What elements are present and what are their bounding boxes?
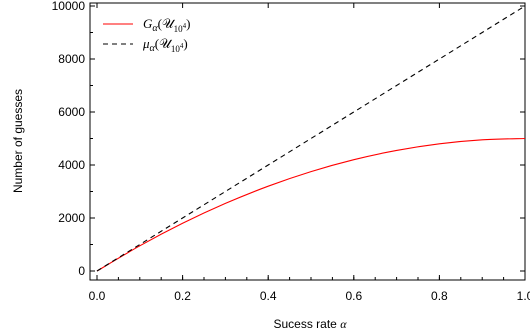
legend-label-0: Gα(𝒰104) [143, 16, 191, 34]
plot-frame [89, 2, 526, 281]
legend-close: ) [183, 36, 187, 51]
y-axis: 0 2000 4000 6000 8000 10000 [52, 0, 525, 278]
y-tick-label: 2000 [58, 211, 85, 225]
legend-close: ) [186, 16, 190, 31]
legend-arg-subscript: 10 [174, 24, 184, 34]
x-axis-label-text: Sucess rate [273, 317, 337, 331]
x-tick-label: 0.8 [431, 289, 448, 303]
legend-symbol: μ [142, 36, 150, 51]
y-tick-label: 0 [78, 264, 85, 278]
legend-arg-subscript: 10 [171, 44, 181, 54]
legend-arg-superscript: 4 [180, 42, 184, 50]
series-line-0 [96, 137, 526, 272]
x-tick-label: 1.0 [517, 289, 530, 303]
y-tick-label: 8000 [58, 52, 85, 66]
legend-argument: (𝒰 [155, 36, 173, 51]
x-tick-label: 0.0 [89, 289, 106, 303]
series-layer [96, 5, 526, 272]
legend-argument: (𝒰 [158, 16, 176, 31]
legend-subscript: α [150, 43, 156, 54]
y-axis-label: Number of guesses [11, 89, 25, 193]
legend: Gα(𝒰104)μα(𝒰104) [103, 16, 191, 54]
legend-label-1: μα(𝒰104) [142, 36, 188, 54]
x-tick-label: 0.4 [260, 289, 277, 303]
y-tick-label: 6000 [58, 105, 85, 119]
legend-symbol: G [143, 16, 153, 31]
series-line-1 [96, 5, 526, 272]
legend-arg-superscript: 4 [183, 22, 187, 30]
x-axis: 0.0 0.2 0.4 0.6 0.8 1.0 [89, 3, 530, 303]
y-tick-label: 10000 [52, 0, 86, 13]
x-axis-label: Sucess rate α [273, 317, 347, 331]
x-axis-label-symbol: α [340, 317, 347, 331]
legend-subscript: α [152, 23, 158, 34]
y-tick-label: 4000 [58, 158, 85, 172]
x-tick-label: 0.6 [345, 289, 362, 303]
x-tick-label: 0.2 [174, 289, 191, 303]
